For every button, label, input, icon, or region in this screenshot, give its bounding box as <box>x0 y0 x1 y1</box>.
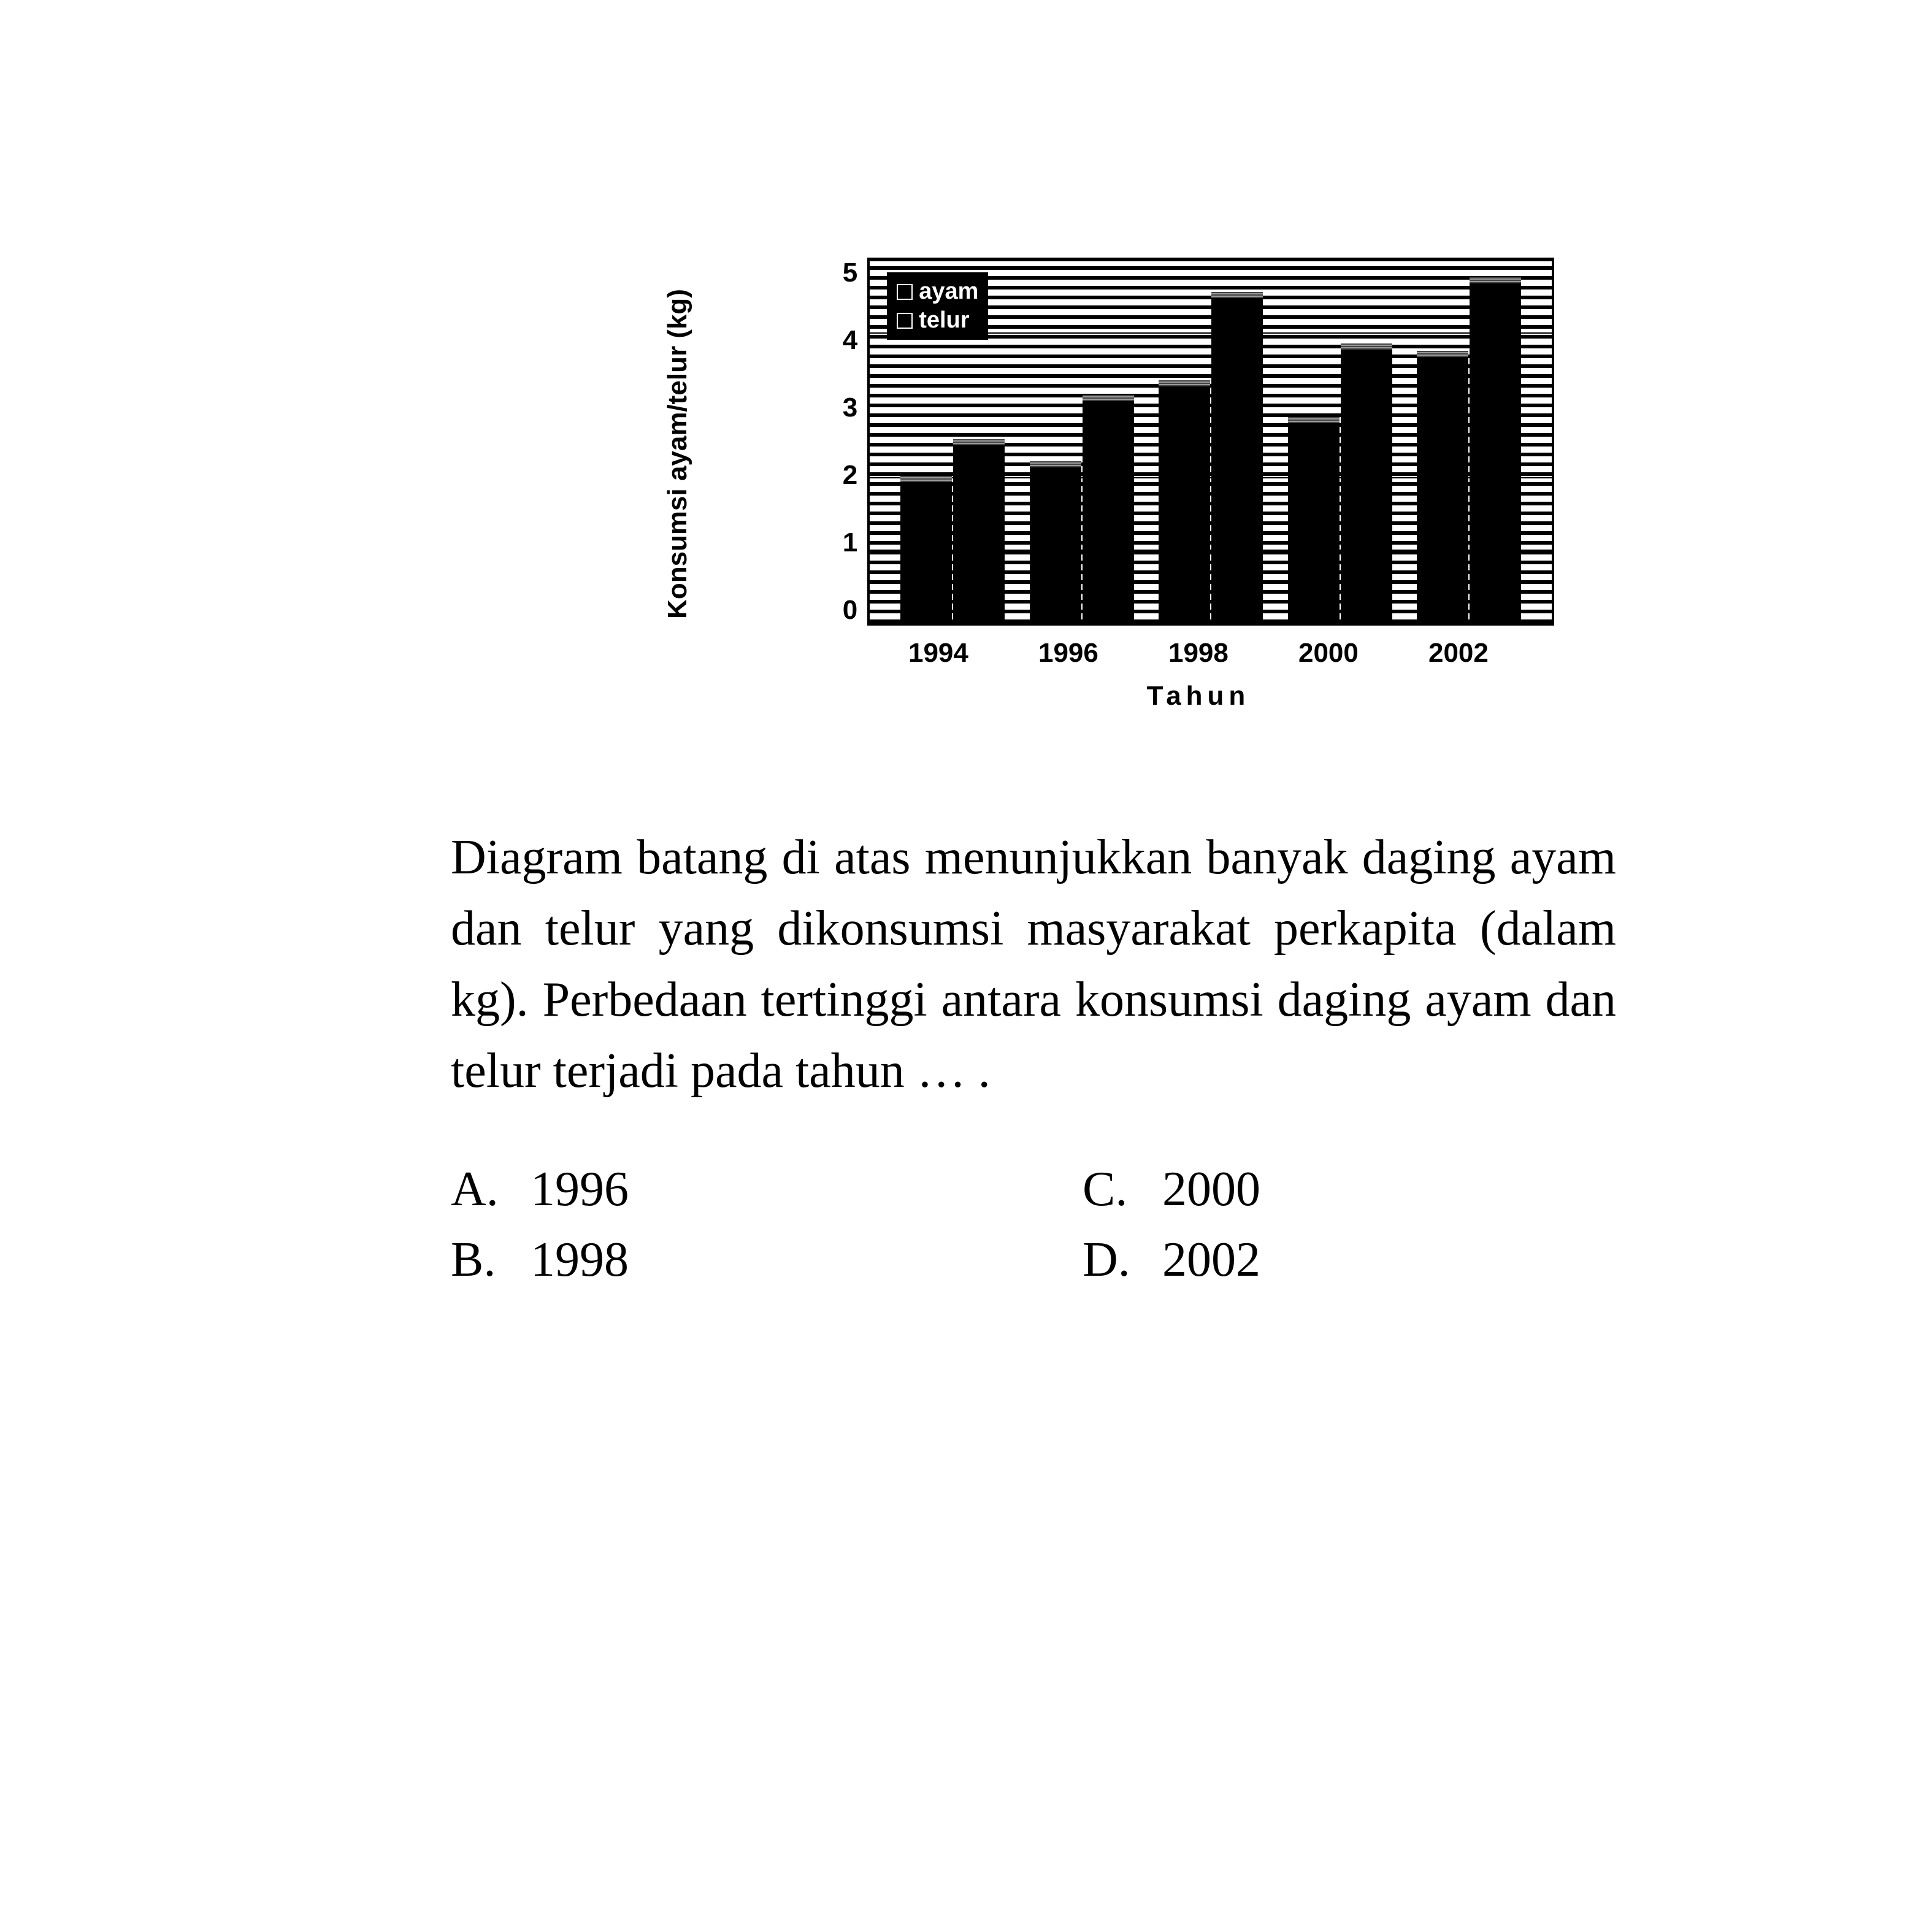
bar-ayam <box>1030 461 1081 623</box>
bar-cap <box>900 476 952 482</box>
bar-cap <box>1083 395 1134 401</box>
chart-container: Konsumsi ayam/telur (kg) 5 4 3 2 1 0 <box>513 258 1554 711</box>
option-text: 2002 <box>1162 1232 1260 1288</box>
option-text: 2000 <box>1162 1162 1260 1217</box>
bar-group <box>1405 277 1533 623</box>
bar-group <box>888 439 1017 623</box>
ytick-2: 2 <box>843 460 857 491</box>
bar-cap <box>1417 351 1468 357</box>
bar-ayam <box>1159 380 1210 623</box>
bar-cap <box>953 439 1005 445</box>
option-text: 1996 <box>531 1162 629 1217</box>
bar-body <box>1341 350 1392 623</box>
bar-ayam <box>900 476 952 623</box>
bar-body <box>953 445 1005 623</box>
bar-cap <box>1470 277 1521 283</box>
option-d: D. 2002 <box>1083 1232 1616 1288</box>
bar-cap <box>1341 343 1392 350</box>
bar-telur <box>1341 343 1392 623</box>
bar-ayam <box>1288 417 1340 623</box>
bar-group <box>1146 292 1275 623</box>
option-letter: C. <box>1083 1162 1138 1217</box>
chart-body: 5 4 3 2 1 0 <box>843 258 1554 626</box>
bar-cap <box>1159 380 1210 386</box>
ytick-1: 1 <box>843 527 857 558</box>
option-text: 1998 <box>531 1232 629 1288</box>
question-text: Diagram batang di atas menunjukkan banya… <box>451 822 1616 1106</box>
y-axis-label: Konsumsi ayam/telur (kg) <box>662 289 693 619</box>
xtick-2002: 2002 <box>1393 638 1524 669</box>
bar-body <box>900 482 952 623</box>
y-ticks: 5 4 3 2 1 0 <box>843 258 867 626</box>
option-letter: A. <box>451 1162 506 1217</box>
bar-group <box>1275 343 1404 623</box>
option-c: C. 2000 <box>1083 1162 1616 1217</box>
bar-body <box>1211 298 1263 623</box>
xtick-2000: 2000 <box>1263 638 1393 669</box>
bar-group <box>1018 395 1146 623</box>
bar-telur <box>953 439 1005 623</box>
bar-body <box>1030 467 1081 623</box>
ytick-3: 3 <box>843 393 857 423</box>
ylabel-container: Konsumsi ayam/telur (kg) <box>513 258 843 650</box>
xtick-1994: 1994 <box>873 638 1003 669</box>
x-ticks: 1994 1996 1998 2000 2002 <box>855 638 1542 669</box>
ytick-5: 5 <box>843 258 857 288</box>
bar-telur <box>1083 395 1134 623</box>
bar-telur <box>1470 277 1521 623</box>
xtick-1998: 1998 <box>1133 638 1263 669</box>
bar-body <box>1417 357 1468 623</box>
bar-body <box>1288 423 1340 623</box>
bar-body <box>1470 283 1521 623</box>
bar-body <box>1083 401 1134 623</box>
bars-container <box>870 260 1552 623</box>
bar-telur <box>1211 292 1263 623</box>
option-a: A. 1996 <box>451 1162 984 1217</box>
bar-cap <box>1030 461 1081 467</box>
option-letter: D. <box>1083 1232 1138 1288</box>
ytick-4: 4 <box>843 325 857 356</box>
ytick-0: 0 <box>843 595 857 626</box>
options-grid: A. 1996 C. 2000 B. 1998 D. 2002 <box>451 1162 1616 1288</box>
bar-ayam <box>1417 351 1468 623</box>
option-b: B. 1998 <box>451 1232 984 1288</box>
xtick-1996: 1996 <box>1003 638 1133 669</box>
bar-cap <box>1288 417 1340 423</box>
bar-cap <box>1211 292 1263 298</box>
x-axis-label: Tahun <box>1147 681 1251 711</box>
chart-column: 5 4 3 2 1 0 <box>843 258 1554 711</box>
option-letter: B. <box>451 1232 506 1288</box>
plot-area: ayam telur <box>867 258 1554 626</box>
bar-body <box>1159 386 1210 623</box>
